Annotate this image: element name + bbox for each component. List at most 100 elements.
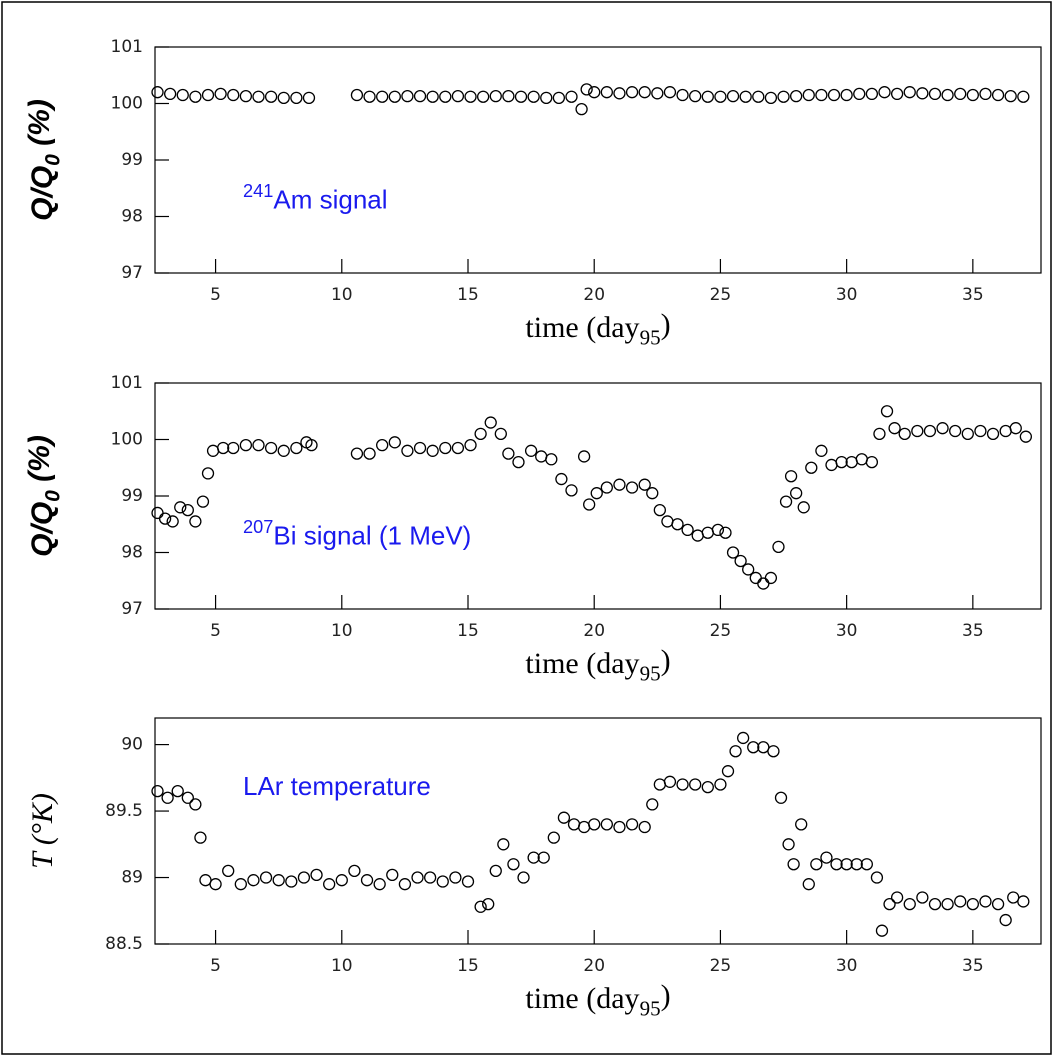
point	[527, 90, 540, 103]
point	[676, 778, 689, 791]
point	[701, 526, 714, 539]
point	[583, 498, 596, 511]
point	[227, 441, 240, 455]
point	[557, 811, 571, 824]
y-tick-label: 100	[111, 430, 143, 450]
x-axis-label-text: time (day	[525, 647, 639, 680]
point	[189, 515, 202, 528]
point	[954, 895, 967, 908]
point	[986, 427, 1000, 441]
point	[413, 441, 427, 455]
point	[638, 820, 651, 834]
point	[802, 878, 815, 891]
y-axis-label-text: T (°K)	[26, 793, 59, 869]
point	[815, 88, 828, 102]
x-axis-label-text: time (day	[525, 982, 639, 1015]
point	[941, 897, 954, 911]
point	[784, 470, 798, 483]
point	[865, 87, 879, 101]
point	[805, 461, 818, 474]
point	[305, 438, 318, 452]
point	[991, 897, 1005, 911]
point	[552, 91, 566, 104]
point	[484, 416, 497, 429]
x-tick-label: 25	[710, 621, 732, 641]
point	[580, 83, 593, 96]
point	[426, 444, 439, 457]
y-axis-label-end: (%)	[23, 99, 56, 154]
point	[588, 818, 601, 831]
point	[850, 858, 863, 871]
point	[898, 427, 911, 441]
point	[227, 88, 240, 102]
point	[474, 427, 487, 441]
y-tick-label: 99	[121, 486, 143, 506]
point	[936, 422, 949, 435]
point	[285, 875, 298, 888]
annotation-text: Am signal	[273, 185, 387, 215]
point	[502, 90, 515, 103]
x-tick-label: 15	[457, 956, 479, 976]
point	[239, 438, 253, 452]
point	[461, 875, 475, 888]
x-axis-label: time (day95)	[525, 644, 670, 686]
x-tick-label: 30	[836, 285, 858, 305]
point	[701, 90, 714, 103]
point	[689, 90, 702, 103]
point	[264, 441, 278, 455]
point	[401, 444, 414, 457]
point	[600, 818, 613, 831]
point	[860, 858, 873, 871]
point	[302, 91, 316, 104]
point	[310, 868, 323, 882]
point	[855, 453, 868, 466]
point	[524, 444, 538, 457]
x-tick-label: 15	[457, 285, 479, 305]
point	[880, 405, 894, 418]
point	[928, 897, 942, 911]
plot-area	[154, 717, 1042, 945]
point	[451, 90, 465, 103]
point	[810, 858, 823, 871]
point	[151, 784, 164, 798]
point	[163, 87, 177, 101]
point	[158, 512, 172, 525]
point	[777, 90, 790, 103]
point	[961, 427, 974, 441]
x-tick-label: 20	[583, 621, 605, 641]
point	[878, 86, 891, 99]
point	[335, 874, 348, 887]
point	[567, 818, 581, 831]
point	[189, 90, 202, 103]
point	[439, 90, 452, 103]
point	[189, 798, 202, 811]
x-axis-label-sub: 95	[640, 996, 661, 1020]
point	[489, 864, 502, 878]
point	[979, 87, 992, 101]
x-axis-label-sub: 95	[640, 661, 661, 685]
point	[999, 913, 1012, 927]
y-tick-label: 97	[121, 599, 143, 619]
point	[757, 577, 770, 590]
y-axis-label: Q/Q0 (%)	[23, 99, 65, 221]
point	[398, 878, 412, 891]
point	[464, 438, 477, 452]
point	[646, 798, 659, 811]
point	[174, 501, 187, 514]
x-tick-label: 20	[583, 956, 605, 976]
point	[625, 86, 639, 99]
point	[875, 924, 889, 937]
y-axis-label-text: Q/Q	[26, 166, 59, 221]
x-tick-label: 30	[836, 956, 858, 976]
x-axis-label-end: )	[661, 644, 671, 677]
y-tick-label: 89.5	[105, 801, 143, 821]
y-tick-label: 88.5	[105, 934, 143, 954]
point	[729, 745, 742, 758]
point	[290, 91, 303, 104]
point	[916, 87, 929, 100]
x-tick-label: 25	[710, 956, 732, 976]
point	[514, 90, 528, 103]
point	[482, 897, 495, 911]
point	[736, 731, 750, 745]
